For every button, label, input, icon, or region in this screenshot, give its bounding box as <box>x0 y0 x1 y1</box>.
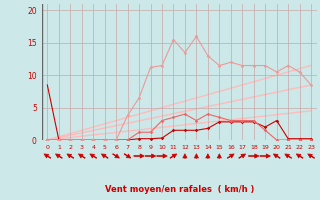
Text: Vent moyen/en rafales  ( km/h ): Vent moyen/en rafales ( km/h ) <box>105 185 254 194</box>
